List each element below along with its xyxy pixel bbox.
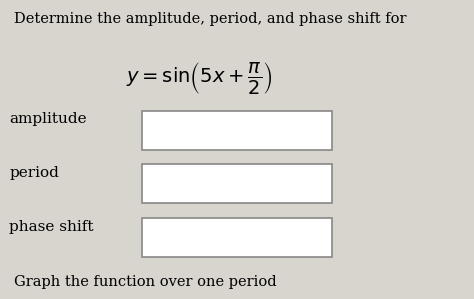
FancyBboxPatch shape — [142, 218, 332, 257]
FancyBboxPatch shape — [142, 164, 332, 203]
Text: period: period — [9, 166, 59, 180]
FancyBboxPatch shape — [142, 111, 332, 150]
Text: $y = \sin\!\left(5x + \dfrac{\pi}{2}\right)$: $y = \sin\!\left(5x + \dfrac{\pi}{2}\rig… — [126, 60, 272, 96]
Text: Determine the amplitude, period, and phase shift for: Determine the amplitude, period, and pha… — [14, 12, 411, 26]
Text: Graph the function over one period: Graph the function over one period — [14, 275, 277, 289]
Text: phase shift: phase shift — [9, 220, 94, 234]
Text: amplitude: amplitude — [9, 112, 87, 126]
